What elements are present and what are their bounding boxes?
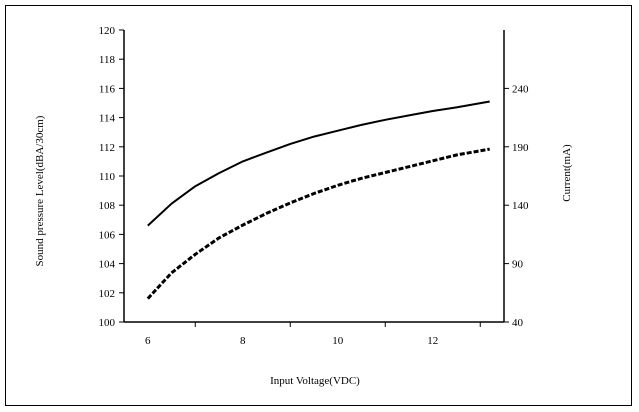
y2-axis-title: Current(mA) (561, 144, 573, 202)
x-tick-label: 8 (240, 335, 246, 347)
x-axis-title: Input Voltage(VDC) (270, 375, 360, 387)
spl-series-line (147, 100, 490, 227)
y2-tick-label: 190 (512, 142, 529, 154)
y-tick-label: 118 (99, 54, 116, 66)
y-tick-label: 108 (99, 200, 116, 212)
y-tick-label: 116 (99, 83, 116, 95)
x-tick-label: 6 (145, 335, 151, 347)
y-axis-title: Sound pressure Level(dBA/30cm) (34, 115, 46, 266)
y-tick-label: 120 (99, 25, 116, 37)
x-tick-label: 10 (332, 335, 344, 347)
y2-tick-label: 240 (512, 83, 529, 95)
y-tick-label: 106 (99, 229, 116, 241)
y-tick-label: 114 (99, 113, 116, 125)
current-series-line (146, 147, 490, 300)
y-tick-label: 100 (99, 317, 116, 329)
y-tick-label: 110 (99, 171, 116, 183)
outer-border (5, 5, 632, 406)
y-tick-label: 112 (99, 142, 115, 154)
y2-tick-label: 40 (512, 317, 524, 329)
y-tick-label: 102 (99, 288, 116, 300)
ticks: 1001021041061081101121141161181204090140… (99, 25, 530, 347)
y-tick-label: 104 (99, 259, 116, 271)
x-tick-label: 12 (427, 335, 438, 347)
series-lines (146, 100, 490, 300)
y2-tick-label: 140 (512, 200, 529, 212)
y2-tick-label: 90 (512, 259, 524, 271)
